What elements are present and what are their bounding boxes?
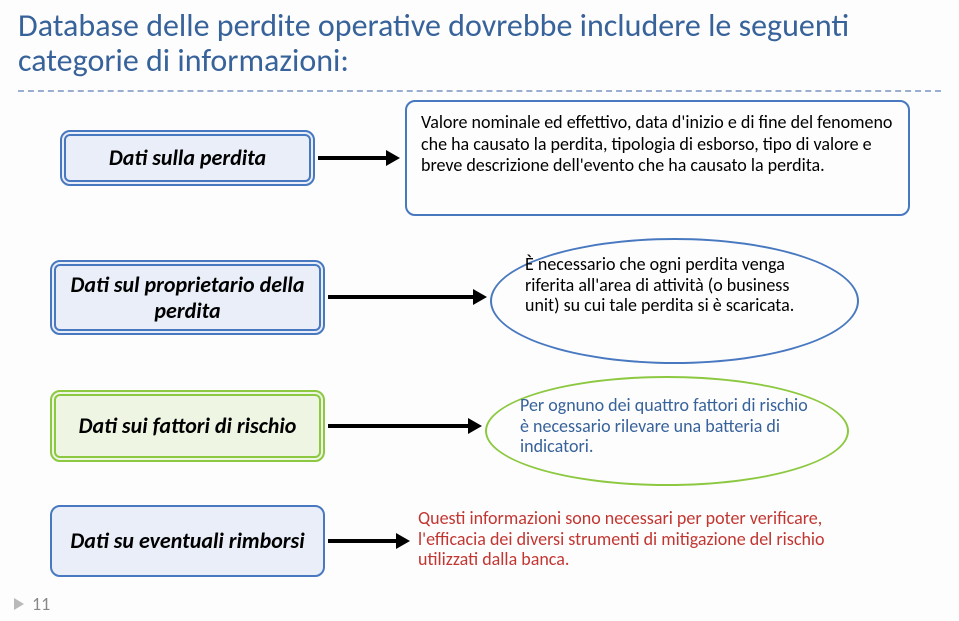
category-desc: Questi informazioni sono necessari per p…: [418, 508, 838, 570]
category-label: Dati sul proprietario della perdita: [50, 260, 325, 335]
slide: Database delle perdite operative dovrebb…: [0, 0, 959, 621]
category-label: Dati su eventuali rimborsi: [50, 505, 325, 577]
category-label: Dati sulla perdita: [60, 130, 315, 186]
category-desc: Valore nominale ed effettivo, data d'ini…: [405, 100, 910, 216]
category-label: Dati sui fattori di rischio: [50, 390, 325, 462]
category-desc: È necessario che ogni perdita venga rife…: [525, 254, 815, 316]
divider: [18, 90, 941, 92]
page-title: Database delle perdite operative dovrebb…: [18, 8, 938, 78]
page-number-value: 11: [32, 593, 50, 615]
page-number: 11: [14, 593, 50, 615]
chevron-right-icon: [14, 598, 24, 610]
category-desc: Per ognuno dei quattro fattori di rischi…: [520, 395, 810, 457]
